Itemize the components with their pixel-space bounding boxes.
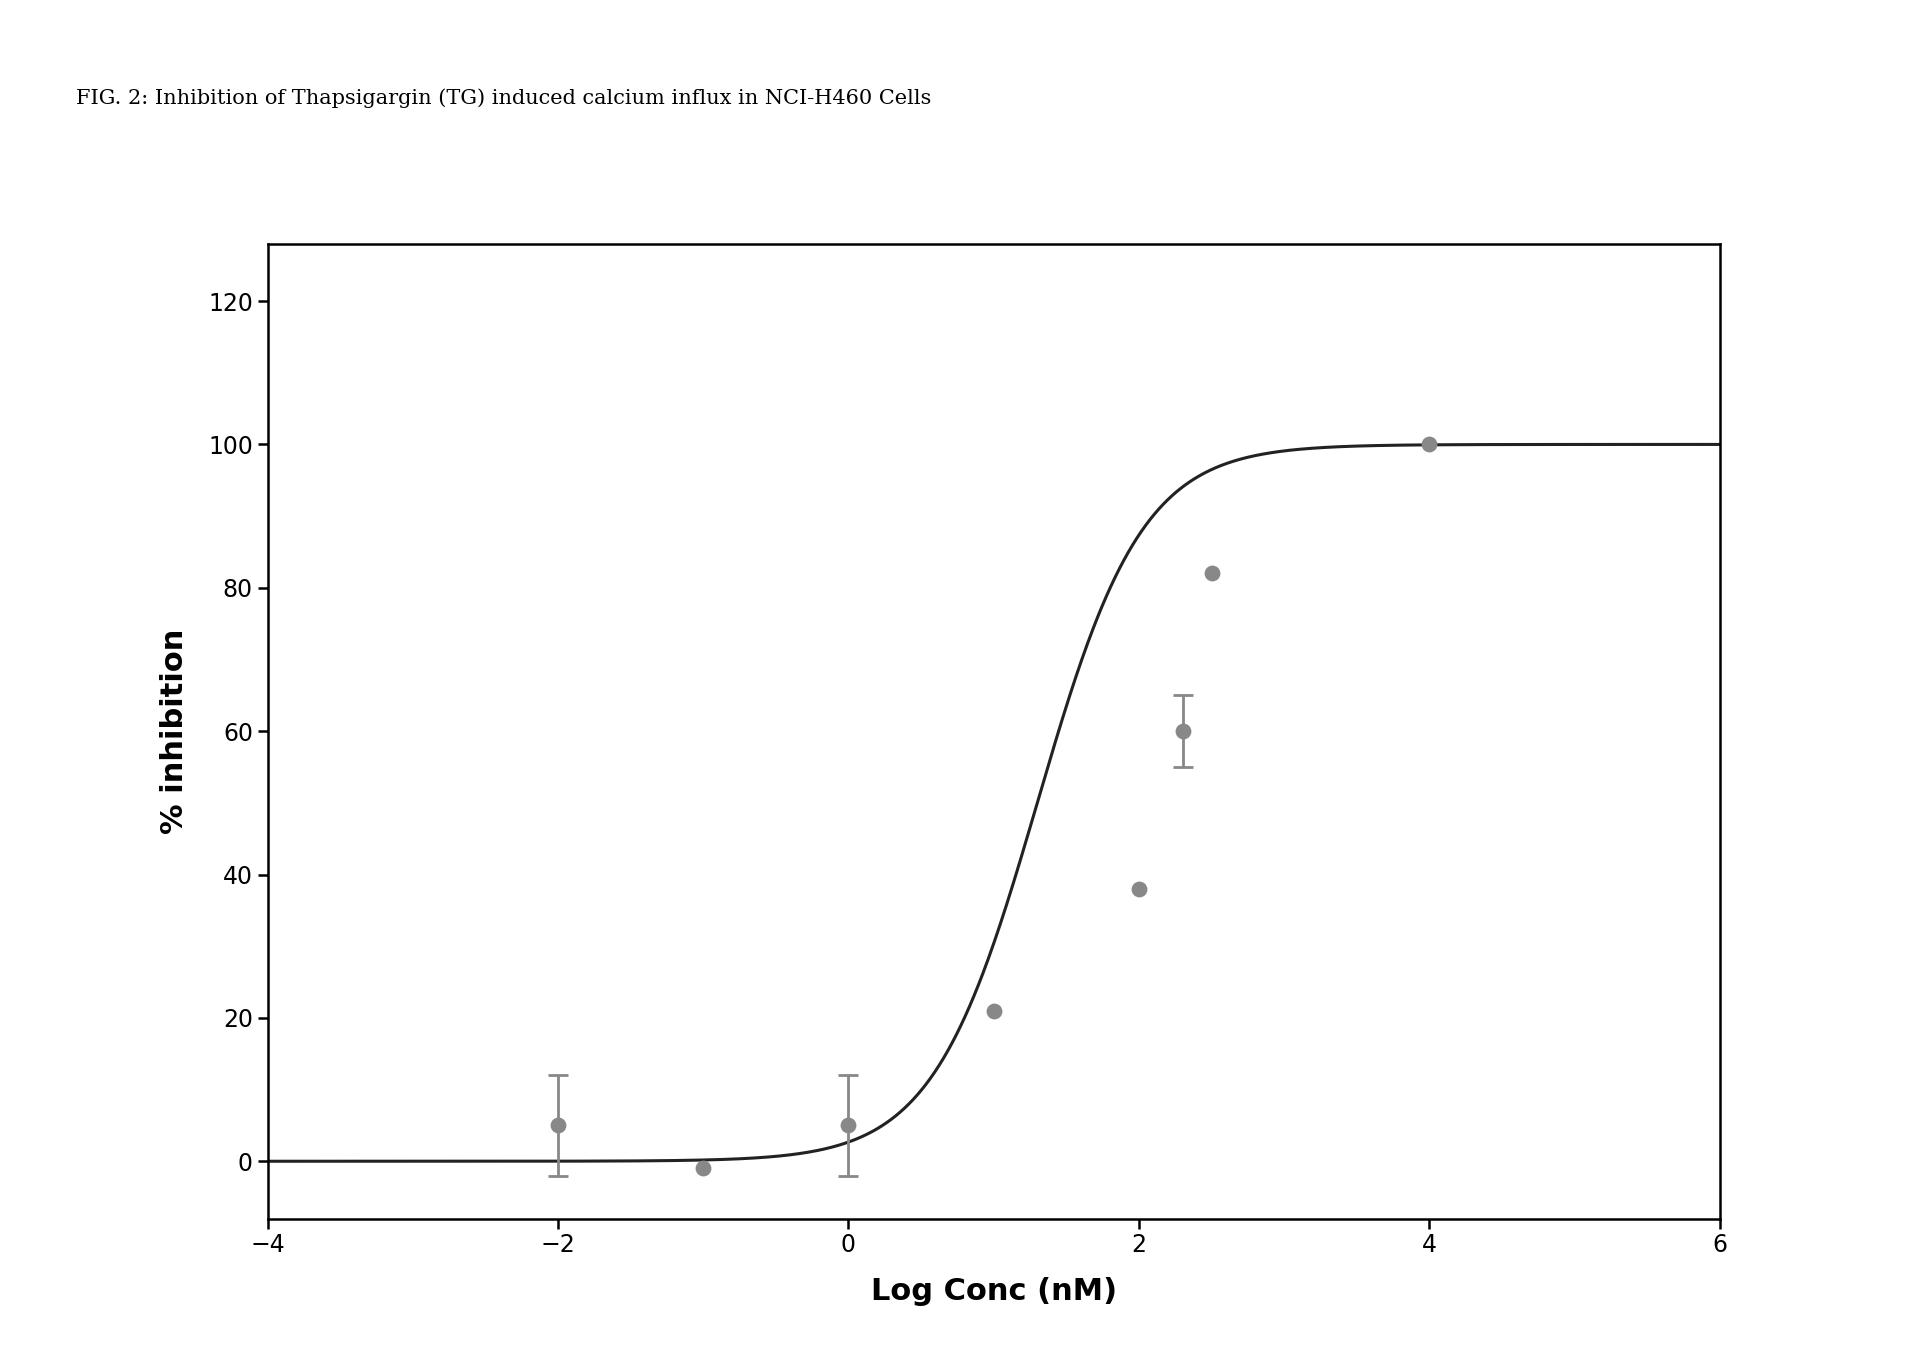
Point xyxy=(1124,877,1154,899)
Text: FIG. 2: Inhibition of Thapsigargin (TG) induced calcium influx in NCI-H460 Cells: FIG. 2: Inhibition of Thapsigargin (TG) … xyxy=(76,88,933,108)
Point xyxy=(688,1158,719,1179)
Point xyxy=(1168,720,1198,742)
Point xyxy=(1196,563,1227,585)
Point xyxy=(543,1114,573,1136)
Point xyxy=(978,999,1009,1021)
Point xyxy=(1414,433,1445,455)
Y-axis label: % inhibition: % inhibition xyxy=(161,628,189,834)
X-axis label: Log Conc (nM): Log Conc (nM) xyxy=(871,1277,1116,1305)
Point xyxy=(833,1114,864,1136)
